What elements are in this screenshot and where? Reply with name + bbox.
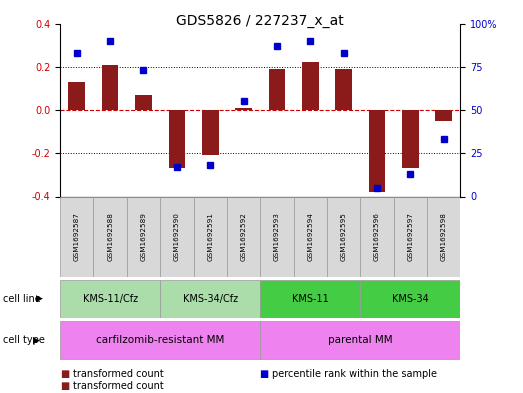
Bar [202,110,219,155]
Bar [260,280,360,318]
Text: percentile rank within the sample: percentile rank within the sample [272,369,437,379]
Bar [60,196,94,277]
Text: carfilzomib-resistant MM: carfilzomib-resistant MM [96,335,224,345]
Text: GSM1692590: GSM1692590 [174,212,180,261]
Bar [194,196,227,277]
Text: KMS-34/Cfz: KMS-34/Cfz [183,294,238,304]
Bar [360,280,460,318]
Text: cell line: cell line [3,294,40,304]
Bar [268,69,285,110]
Bar [260,321,460,359]
Text: ▶: ▶ [36,294,42,303]
Text: ■: ■ [259,369,268,379]
Text: GSM1692589: GSM1692589 [141,212,146,261]
Bar [402,110,418,168]
Text: GSM1692594: GSM1692594 [307,212,313,261]
Bar [94,196,127,277]
Bar [435,110,452,121]
Text: GSM1692595: GSM1692595 [340,212,347,261]
Bar [302,62,319,110]
Text: ■: ■ [60,381,70,391]
Bar [293,196,327,277]
Text: KMS-11: KMS-11 [292,294,328,304]
Bar [135,95,152,110]
Bar [427,196,460,277]
Text: cell type: cell type [3,335,44,345]
Bar [360,196,393,277]
Bar [327,196,360,277]
Text: GSM1692592: GSM1692592 [241,212,246,261]
Text: GDS5826 / 227237_x_at: GDS5826 / 227237_x_at [176,14,344,28]
Bar [227,196,260,277]
Text: ■: ■ [60,369,70,379]
Text: parental MM: parental MM [328,335,393,345]
Bar [168,110,185,168]
Bar [60,321,260,359]
Bar [102,64,119,110]
Text: ▶: ▶ [33,336,40,344]
Bar [69,82,85,110]
Text: GSM1692597: GSM1692597 [407,212,413,261]
Bar [235,108,252,110]
Bar [127,196,160,277]
Bar [260,196,293,277]
Bar [160,280,260,318]
Bar [393,196,427,277]
Text: GSM1692588: GSM1692588 [107,212,113,261]
Text: GSM1692591: GSM1692591 [207,212,213,261]
Bar [369,110,385,192]
Text: transformed count: transformed count [73,369,164,379]
Text: KMS-11/Cfz: KMS-11/Cfz [83,294,138,304]
Text: GSM1692596: GSM1692596 [374,212,380,261]
Text: GSM1692598: GSM1692598 [440,212,447,261]
Bar [60,280,160,318]
Bar [335,69,352,110]
Text: GSM1692593: GSM1692593 [274,212,280,261]
Text: transformed count: transformed count [73,381,164,391]
Text: KMS-34: KMS-34 [392,294,429,304]
Bar [160,196,194,277]
Text: GSM1692587: GSM1692587 [74,212,80,261]
